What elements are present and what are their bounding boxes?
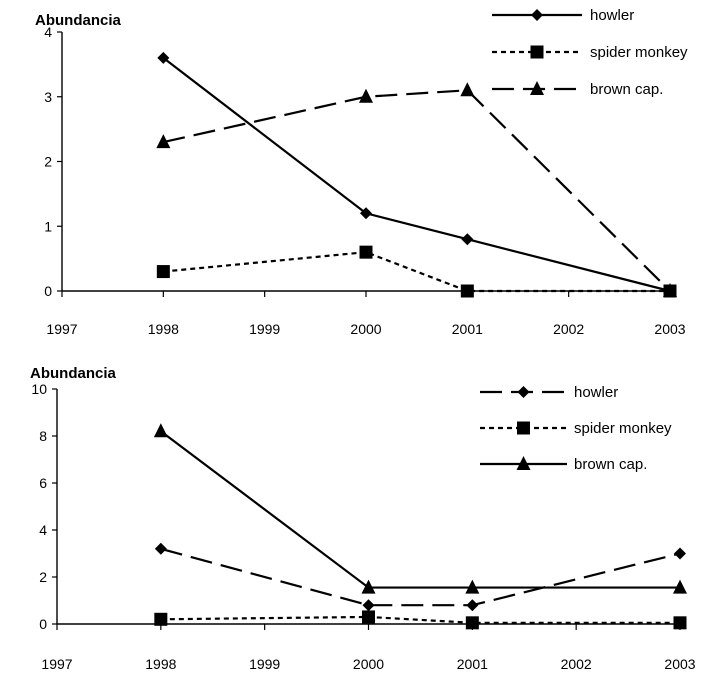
x-tick-label: 2000 bbox=[353, 656, 384, 672]
y-axis-label: Abundancia bbox=[30, 365, 116, 382]
x-tick-label: 2003 bbox=[664, 656, 695, 672]
y-tick-label: 10 bbox=[31, 381, 47, 397]
legend-marker bbox=[517, 421, 530, 435]
data-point bbox=[362, 610, 375, 624]
x-tick-label: 2002 bbox=[561, 656, 592, 672]
data-point bbox=[153, 423, 168, 438]
x-tick-label: 1998 bbox=[145, 656, 176, 672]
data-point bbox=[154, 612, 168, 626]
y-tick-label: 2 bbox=[44, 154, 52, 170]
data-point bbox=[359, 245, 373, 259]
data-point bbox=[673, 616, 687, 630]
legend-marker bbox=[530, 45, 544, 59]
x-tick-label: 2001 bbox=[457, 656, 488, 672]
data-point bbox=[460, 82, 475, 97]
y-tick-label: 0 bbox=[39, 616, 47, 632]
x-tick-label: 1999 bbox=[249, 656, 280, 672]
data-point bbox=[663, 283, 677, 297]
chart-top: 0 1 2 3 4 1997 1998 1999 2000 2001 2002 2003 Abundan… bbox=[35, 7, 688, 336]
x-tick-label: 1999 bbox=[249, 321, 280, 336]
y-tick-label: 2 bbox=[39, 569, 47, 585]
legend-marker bbox=[530, 81, 544, 95]
x-tick-label: 1997 bbox=[41, 656, 72, 672]
legend-label: spider monkey bbox=[590, 44, 688, 61]
data-point bbox=[465, 616, 479, 630]
data-point bbox=[460, 284, 474, 298]
x-tick-label: 1997 bbox=[46, 321, 77, 336]
series-brown-cap- bbox=[156, 82, 677, 297]
series-line bbox=[162, 57, 671, 293]
series-howler bbox=[154, 542, 686, 612]
y-tick-label: 4 bbox=[39, 522, 47, 538]
legend-label: brown cap. bbox=[590, 81, 663, 98]
data-point bbox=[361, 579, 376, 594]
data-point bbox=[157, 51, 170, 64]
data-point bbox=[154, 542, 167, 555]
y-tick-label: 6 bbox=[39, 475, 47, 491]
series-line bbox=[160, 547, 681, 607]
y-tick-label: 0 bbox=[44, 283, 52, 299]
data-point bbox=[359, 88, 373, 103]
x-tick-label: 1998 bbox=[148, 321, 179, 336]
y-tick-label: 8 bbox=[39, 428, 47, 444]
data-point bbox=[461, 233, 474, 246]
data-point bbox=[156, 265, 170, 279]
legend-label: spider monkey bbox=[574, 420, 672, 437]
y-tick-label: 1 bbox=[44, 218, 52, 234]
data-point bbox=[466, 599, 479, 612]
legend-marker bbox=[516, 456, 531, 470]
legend-label: howler bbox=[590, 7, 634, 24]
series-line bbox=[163, 89, 671, 292]
series-spider-monkey bbox=[156, 245, 677, 298]
chart-bottom: 0 2 4 6 8 10 1997 1998 1999 2000 2001 2002 2003 Abund… bbox=[30, 365, 696, 672]
x-tick-label: 2003 bbox=[654, 321, 685, 336]
series-line bbox=[160, 615, 680, 624]
legend-label: howler bbox=[574, 384, 618, 401]
x-tick-label: 2002 bbox=[553, 321, 584, 336]
series-brown-cap- bbox=[153, 423, 687, 594]
legend-marker bbox=[517, 386, 530, 398]
data-point bbox=[360, 207, 372, 220]
y-axis-label: Abundancia bbox=[35, 12, 121, 29]
y-tick-label: 3 bbox=[44, 89, 52, 105]
data-point bbox=[156, 134, 171, 149]
series-line bbox=[160, 430, 680, 589]
legend-label: brown cap. bbox=[574, 456, 647, 473]
data-point bbox=[362, 599, 375, 612]
series-spider-monkey bbox=[154, 610, 687, 630]
data-point bbox=[674, 547, 686, 560]
data-point bbox=[465, 579, 480, 594]
data-point bbox=[673, 579, 687, 594]
x-tick-label: 2000 bbox=[350, 321, 381, 336]
series-line bbox=[163, 251, 670, 293]
x-tick-label: 2001 bbox=[452, 321, 483, 336]
legend-marker bbox=[531, 9, 543, 21]
y-tick-label: 4 bbox=[44, 24, 52, 40]
